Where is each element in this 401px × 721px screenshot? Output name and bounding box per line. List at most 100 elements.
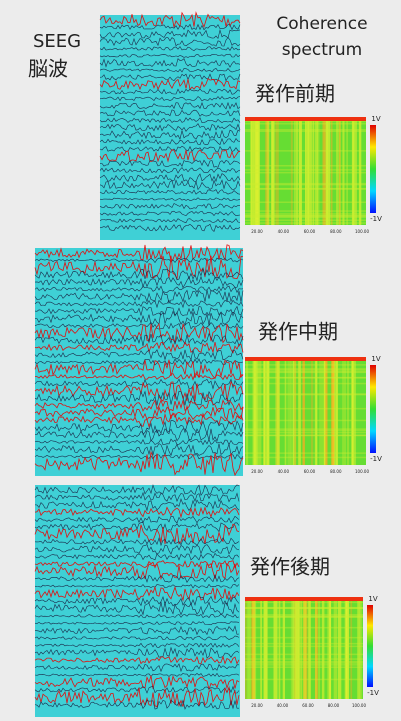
map-streak bbox=[322, 597, 325, 699]
map-streak bbox=[258, 357, 262, 465]
colorbar-max: 1V bbox=[368, 595, 377, 603]
map-streak bbox=[336, 117, 338, 225]
map-streak bbox=[354, 117, 357, 225]
map-streak bbox=[291, 597, 294, 699]
map-streak bbox=[245, 220, 366, 222]
map-streak bbox=[334, 597, 338, 699]
x-tick-label: 40.00 bbox=[278, 229, 290, 234]
map-streak bbox=[325, 357, 327, 465]
map-streak bbox=[327, 117, 330, 225]
map-streak bbox=[245, 213, 366, 215]
map-streak bbox=[245, 420, 366, 422]
map-streak bbox=[245, 172, 366, 174]
map-streak bbox=[342, 357, 346, 465]
map-streak bbox=[331, 117, 333, 225]
map-streak bbox=[285, 357, 287, 465]
map-streak bbox=[299, 117, 302, 225]
map-streak bbox=[317, 117, 320, 225]
map-streak bbox=[308, 597, 310, 699]
map-streak bbox=[245, 428, 366, 430]
map-streak bbox=[294, 117, 295, 225]
x-tick-label: 80.00 bbox=[330, 469, 342, 474]
x-tick-label: 60.00 bbox=[304, 469, 316, 474]
figure: SEEG 脳波 Coherence spectrum 1V-1V20.0040.… bbox=[0, 0, 401, 721]
map-streak bbox=[245, 457, 366, 459]
map-streak bbox=[245, 637, 363, 639]
map-streak bbox=[245, 368, 366, 370]
phase-label: 発作後期 bbox=[250, 555, 330, 579]
map-streak bbox=[283, 597, 285, 699]
x-tick-label: 100.00 bbox=[355, 229, 369, 234]
map-streak bbox=[245, 646, 363, 648]
map-streak bbox=[245, 408, 366, 410]
map-streak bbox=[245, 616, 363, 618]
map-streak bbox=[301, 597, 302, 699]
map-streak bbox=[245, 222, 366, 224]
map-streak bbox=[245, 217, 366, 219]
map-streak bbox=[288, 357, 292, 465]
map-streak bbox=[245, 377, 366, 379]
phase-label: 発作中期 bbox=[258, 320, 338, 344]
map-streak bbox=[352, 357, 355, 465]
coherence-map: 1V-1V20.0040.0060.0080.00100.00 bbox=[245, 595, 379, 708]
x-tick-label: 40.00 bbox=[278, 469, 290, 474]
map-streak bbox=[264, 357, 265, 465]
map-streak bbox=[304, 597, 306, 699]
map-streak bbox=[294, 597, 296, 699]
map-streak bbox=[323, 117, 326, 225]
map-streak bbox=[347, 357, 349, 465]
map-streak bbox=[245, 202, 366, 204]
map-streak bbox=[265, 117, 269, 225]
x-tick-label: 20.00 bbox=[251, 469, 263, 474]
x-tick-label: 100.00 bbox=[352, 703, 366, 708]
map-streak bbox=[245, 184, 366, 186]
map-streak bbox=[350, 597, 352, 699]
map-streak bbox=[291, 357, 294, 465]
map-streak bbox=[264, 597, 268, 699]
map-streak bbox=[275, 117, 278, 225]
x-tick-label: 40.00 bbox=[277, 703, 289, 708]
x-tick-label: 80.00 bbox=[330, 229, 342, 234]
map-streak bbox=[305, 117, 307, 225]
map-streak bbox=[316, 597, 317, 699]
map-streak bbox=[299, 597, 301, 699]
colorbar bbox=[367, 605, 373, 687]
colorbar bbox=[370, 365, 376, 453]
map-streak bbox=[253, 357, 256, 465]
map-streak bbox=[246, 357, 248, 465]
map-streak bbox=[331, 357, 334, 465]
map-top-band bbox=[245, 357, 366, 361]
map-streak bbox=[245, 188, 366, 190]
map-streak bbox=[245, 662, 363, 664]
map-streak bbox=[245, 654, 363, 656]
map-streak bbox=[245, 150, 366, 152]
map-streak bbox=[338, 597, 341, 699]
map-streak bbox=[342, 117, 344, 225]
map-streak bbox=[277, 357, 280, 465]
map-streak bbox=[291, 117, 293, 225]
x-tick-label: 60.00 bbox=[304, 229, 316, 234]
map-streak bbox=[355, 357, 356, 465]
map-streak bbox=[245, 627, 363, 629]
map-streak bbox=[255, 117, 258, 225]
map-streak bbox=[245, 667, 363, 669]
map-top-band bbox=[245, 117, 366, 121]
map-streak bbox=[307, 117, 310, 225]
map-streak bbox=[245, 129, 366, 131]
colorbar-min: -1V bbox=[370, 455, 382, 463]
map-streak bbox=[245, 597, 247, 699]
map-streak bbox=[319, 357, 323, 465]
map-streak bbox=[245, 364, 366, 366]
map-streak bbox=[245, 614, 363, 616]
coherence-map: 1V-1V20.0040.0060.0080.00100.00 bbox=[245, 115, 382, 234]
map-streak bbox=[357, 597, 360, 699]
map-streak bbox=[279, 597, 281, 699]
map-streak bbox=[251, 117, 255, 225]
map-streak bbox=[324, 357, 325, 465]
map-streak bbox=[245, 679, 363, 681]
map-streak bbox=[359, 117, 361, 225]
map-streak bbox=[260, 597, 262, 699]
colorbar-min: -1V bbox=[370, 215, 382, 223]
map-streak bbox=[339, 117, 341, 225]
map-streak bbox=[312, 117, 314, 225]
